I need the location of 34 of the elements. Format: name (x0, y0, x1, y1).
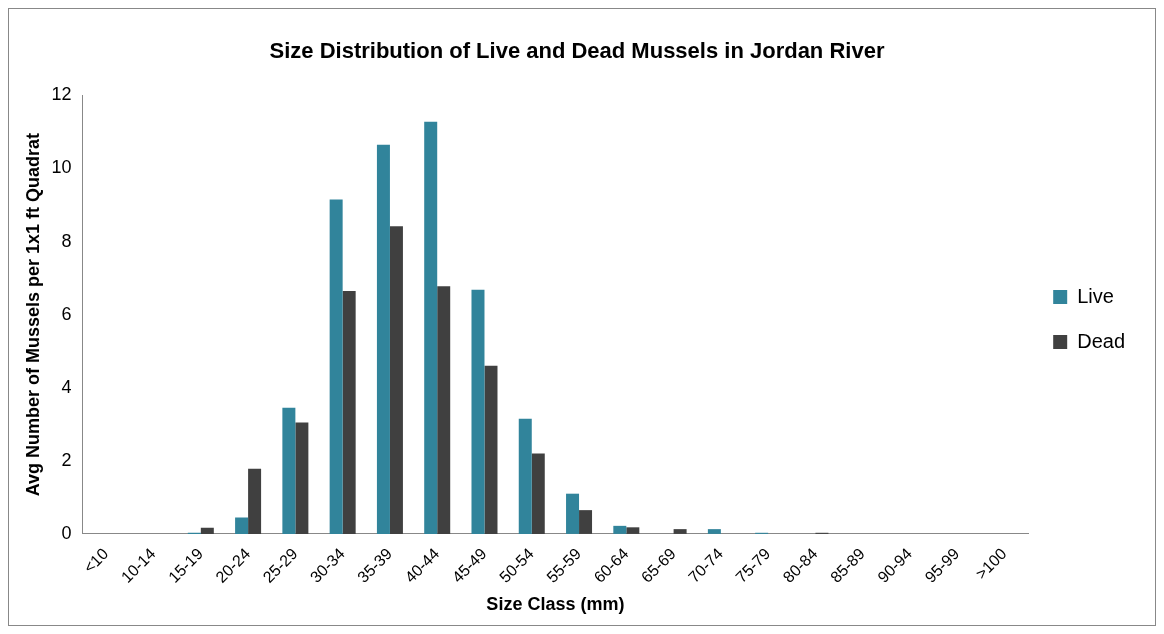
bar (484, 365, 498, 534)
x-tick-label: <10 (80, 544, 112, 577)
y-tick-label: 4 (61, 376, 72, 397)
legend-label: Dead (1077, 329, 1125, 352)
bar (376, 144, 390, 534)
bar (707, 529, 721, 534)
bar (566, 493, 580, 534)
x-axis-title: Size Class (mm) (486, 594, 625, 615)
bar (626, 527, 640, 534)
chart-title: Size Distribution of Live and Dead Mussels in Jordan River (269, 38, 885, 64)
y-tick-label: 0 (61, 522, 72, 543)
bar (673, 529, 687, 534)
bar (437, 286, 451, 534)
bar (471, 289, 485, 534)
bar (424, 121, 438, 534)
y-tick-label: 2 (61, 449, 72, 470)
y-tick-label: 6 (61, 303, 72, 324)
y-tick-label: 12 (51, 84, 72, 105)
bar (518, 418, 532, 534)
legend-label: Live (1077, 284, 1114, 307)
bar (295, 422, 309, 534)
y-tick-label: 10 (51, 157, 72, 178)
y-tick-label: 8 (61, 230, 72, 251)
bar (613, 525, 627, 534)
bar (248, 468, 262, 534)
bar (342, 290, 356, 534)
bar (579, 510, 593, 534)
bar (389, 226, 403, 534)
bar (329, 199, 343, 534)
bar (282, 407, 296, 534)
bar (531, 453, 545, 534)
y-axis-title: Avg Number of Mussels per 1x1 ft Quadrat (22, 132, 43, 497)
bar (200, 527, 214, 534)
bar (235, 517, 249, 534)
